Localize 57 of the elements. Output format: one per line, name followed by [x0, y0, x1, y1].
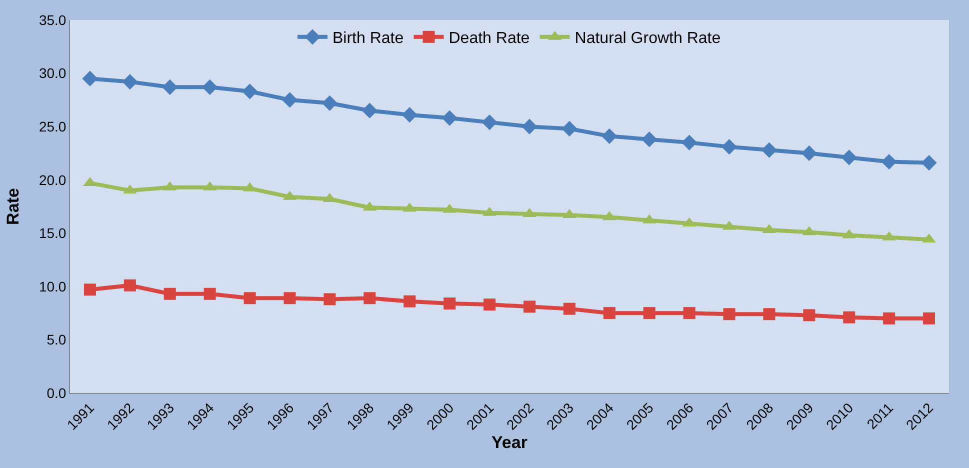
x-axis-title: Year — [492, 432, 528, 452]
y-tick-label: 0.0 — [46, 384, 66, 401]
point — [563, 302, 576, 315]
point — [84, 284, 96, 296]
point — [642, 132, 658, 148]
point — [602, 128, 618, 144]
point — [683, 307, 696, 320]
point — [82, 70, 98, 86]
point — [723, 308, 736, 320]
y-tick-label: 20.0 — [38, 172, 66, 188]
y-tick-label: 35.0 — [38, 12, 66, 28]
point — [122, 74, 138, 90]
point — [643, 307, 656, 320]
legend-label: Death Rate — [448, 30, 530, 48]
point — [284, 292, 296, 304]
point — [324, 293, 336, 306]
point — [404, 295, 416, 308]
point — [803, 309, 816, 322]
point — [444, 297, 456, 310]
y-tick-label: 10.0 — [38, 278, 66, 294]
point — [322, 95, 338, 111]
y-tick-label: 30.0 — [38, 65, 66, 82]
point — [364, 292, 376, 304]
point — [562, 120, 578, 136]
y-tick-label: 25.0 — [38, 118, 66, 134]
point — [721, 139, 738, 155]
point — [244, 292, 256, 304]
point — [282, 92, 298, 108]
point — [362, 102, 378, 118]
point — [881, 154, 897, 170]
point — [801, 145, 817, 162]
point — [763, 308, 776, 320]
point — [162, 79, 178, 95]
point — [761, 142, 777, 158]
point — [923, 312, 936, 324]
point — [242, 84, 258, 100]
point — [523, 300, 536, 313]
point — [164, 288, 176, 300]
y-axis-title: Rate — [4, 188, 22, 225]
point — [482, 114, 498, 130]
point — [442, 110, 458, 126]
y-tick-label: 15.0 — [38, 225, 66, 242]
y-tick-label: 5.0 — [46, 332, 66, 348]
point — [682, 134, 698, 150]
point — [202, 79, 218, 95]
point — [484, 298, 496, 311]
point — [402, 107, 418, 123]
point — [843, 311, 856, 324]
point — [603, 307, 616, 320]
legend-label: Natural Growth Rate — [574, 30, 721, 48]
point — [124, 279, 136, 292]
point — [883, 312, 896, 324]
point — [921, 155, 937, 171]
point — [841, 150, 857, 166]
point — [204, 288, 216, 300]
legend-label: Birth Rate — [332, 30, 404, 48]
point — [522, 118, 538, 134]
